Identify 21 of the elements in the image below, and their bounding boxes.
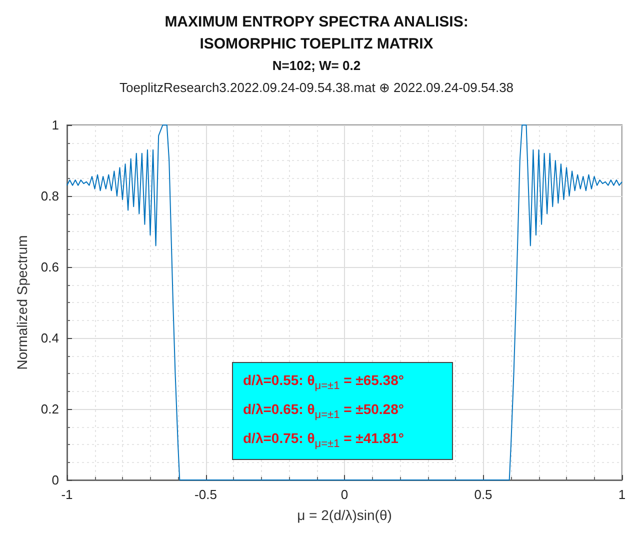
y-tick-label: 0	[52, 472, 59, 488]
x-tick-label: 1	[618, 487, 626, 502]
y-axis-title: Normalized Spectrum	[14, 235, 30, 370]
annotation: d/λ=0.65: θ$_{μ=±1}$ = ±50.28°	[243, 400, 405, 423]
text: ToeplitzResearch3.2022.09.24-09.54.38.mat ⊕ 2022.09.24-09.54.38	[118, 80, 515, 95]
annotation: d/λ=0.75: θ$_{μ=±1}$ = ±41.81°	[243, 428, 405, 452]
annotation: d/λ=0.55: θ$_{μ=±1}$ = ±65.38°	[243, 371, 405, 394]
line-series	[66, 124, 622, 480]
y-tick-label: 1	[52, 118, 59, 132]
x-axis-title: μ = 2(d/λ)sin(θ)	[297, 507, 392, 523]
y-tick-label: 0.6	[40, 260, 59, 274]
text-box: d/λ=0.55: θ$_{μ=±1}$ = ±65.38° d/λ=0.65: θ$_{μ=±1}$ = ±50.28° d/λ=0.75: θ$_{μ=±1}$ = ±41.81°	[232, 362, 453, 460]
y-tick-label: 0.4	[40, 330, 59, 346]
y-tick-label: 0.2	[40, 402, 59, 416]
chart-title: MAXIMUM ENTROPY SPECTRA ANALISIS: ISOMORPHIC TOEPLITZ MATRIX	[164, 14, 468, 52]
x-tick-label: -0.5	[194, 487, 217, 502]
x-tick-label: 0	[340, 487, 348, 502]
x-tick-label: -1	[61, 487, 73, 502]
y-tick-label: 0.8	[40, 188, 59, 204]
chart-subtitle: N=102; W= 0.2	[272, 58, 361, 73]
x-tick-label: 0.5	[474, 487, 492, 502]
